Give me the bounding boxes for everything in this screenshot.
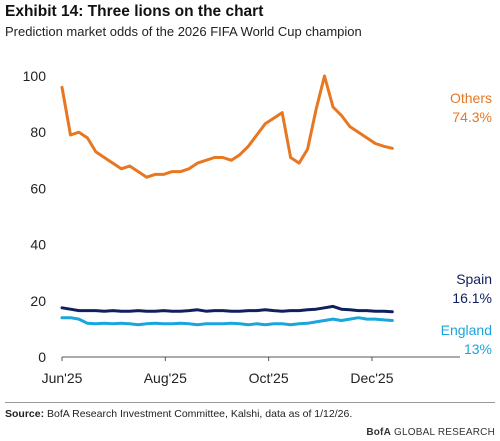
series-name-label: England — [441, 322, 492, 338]
source-label: Source: — [5, 408, 45, 420]
brand-rest: GLOBAL RESEARCH — [391, 427, 495, 438]
series-value-label: 74.3% — [452, 109, 492, 125]
x-axis: Jun'25 Aug'25 Oct'25 Dec'25 — [42, 357, 394, 386]
y-tick-label: 100 — [23, 68, 47, 84]
y-tick-label: 60 — [30, 180, 46, 196]
footer-divider — [5, 402, 495, 403]
y-tick-label: 80 — [30, 124, 46, 140]
series-value-label: 16.1% — [452, 290, 492, 306]
x-tick-label: Aug'25 — [144, 370, 187, 386]
x-tick-label: Dec'25 — [350, 370, 393, 386]
y-tick-label: 0 — [38, 349, 46, 365]
series-labels: Others 74.3% Spain 16.1% England 13% — [441, 90, 492, 357]
chart-title: Exhibit 14: Three lions on the chart — [5, 3, 264, 20]
series-line-spain — [60, 304, 394, 314]
line-chart: 0 20 40 60 80 100 Jun'25 Aug'25 Oct'25 Dec'25 Ot… — [23, 68, 492, 386]
series-name-label: Others — [450, 90, 492, 106]
y-tick-label: 20 — [30, 293, 46, 309]
series-lines — [60, 74, 394, 327]
series-line-england — [60, 316, 394, 327]
source-text: BofA Research Investment Committee, Kals… — [44, 408, 353, 420]
y-axis: 0 20 40 60 80 100 — [23, 68, 47, 365]
brand-bold: BofA — [366, 427, 392, 438]
brand-logo: BofA GLOBAL RESEARCH — [366, 427, 495, 438]
y-tick-label: 40 — [30, 237, 46, 253]
series-line-others — [60, 74, 394, 179]
series-name-label: Spain — [456, 271, 492, 287]
x-tick-label: Jun'25 — [42, 370, 83, 386]
series-value-label: 13% — [464, 341, 492, 357]
source-note: Source: BofA Research Investment Committ… — [5, 408, 352, 420]
x-tick-label: Oct'25 — [249, 370, 289, 386]
chart-subtitle: Prediction market odds of the 2026 FIFA … — [5, 24, 362, 39]
